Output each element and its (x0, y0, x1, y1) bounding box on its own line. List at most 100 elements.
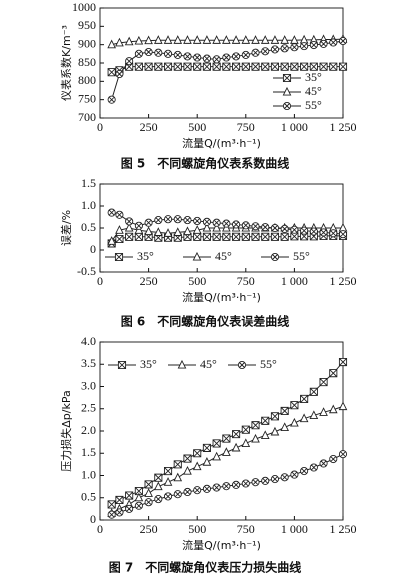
marker (280, 406, 289, 416)
marker (241, 438, 251, 448)
marker (222, 35, 231, 44)
legend-label: 45° (215, 249, 232, 263)
marker (270, 62, 280, 71)
marker (261, 223, 270, 232)
marker (144, 62, 153, 71)
legend-marker (237, 360, 247, 370)
marker (202, 217, 211, 226)
marker (290, 43, 299, 52)
marker (251, 433, 260, 443)
x-tick-label: 750 (237, 120, 255, 134)
series-line (111, 406, 344, 514)
chart-title: 图 5 不同螺旋角仪表系数曲线 (121, 156, 290, 171)
marker (338, 357, 348, 367)
marker (270, 45, 280, 54)
marker (338, 36, 348, 46)
marker (270, 412, 280, 421)
marker (154, 495, 163, 504)
x-axis-label: 流量Q/(m³·h⁻¹) (182, 538, 261, 552)
marker (280, 62, 289, 71)
x-axis-label: 流量Q/(m³·h⁻¹) (182, 290, 261, 304)
marker (202, 54, 211, 63)
x-tick-label: 1 250 (330, 274, 357, 288)
marker (134, 49, 143, 58)
marker (251, 35, 260, 44)
marker (115, 37, 124, 47)
marker (222, 53, 231, 62)
marker (231, 442, 241, 452)
y-tick-label: 3.5 (81, 356, 96, 370)
marker (134, 62, 143, 71)
marker (222, 219, 231, 228)
x-tick-label: 750 (237, 274, 255, 288)
marker (154, 473, 163, 482)
marker (202, 443, 211, 452)
marker (222, 482, 231, 491)
marker (300, 394, 309, 404)
marker (107, 208, 116, 217)
x-tick-label: 250 (140, 522, 158, 536)
marker (319, 228, 328, 237)
marker (222, 447, 231, 456)
x-tick-label: 1 000 (281, 274, 308, 288)
marker (134, 487, 143, 496)
marker (280, 44, 289, 53)
marker (202, 62, 211, 71)
marker (290, 470, 299, 479)
marker (212, 62, 221, 71)
marker (183, 35, 192, 44)
marker (183, 487, 192, 497)
marker (107, 236, 116, 245)
marker (280, 232, 289, 241)
chart-title: 图 7 不同螺旋角仪表压力损失曲线 (109, 560, 302, 575)
x-tick-label: 1 250 (330, 522, 357, 536)
marker (193, 62, 202, 71)
marker (290, 232, 299, 241)
marker (202, 484, 211, 493)
marker (309, 463, 318, 472)
marker (290, 401, 299, 410)
marker (193, 232, 202, 241)
x-axis-label: 流量Q/(m³·h⁻¹) (182, 136, 261, 150)
marker (241, 35, 251, 44)
marker (328, 404, 338, 414)
marker (134, 492, 144, 502)
marker (338, 450, 348, 459)
marker (280, 422, 290, 431)
marker (329, 454, 338, 464)
marker (107, 95, 116, 104)
marker (338, 230, 348, 239)
marker (212, 483, 221, 492)
legend-marker (117, 360, 127, 370)
marker (319, 62, 328, 71)
marker (193, 53, 202, 62)
y-tick-label: 900 (78, 36, 96, 50)
y-tick-label: -0.5 (77, 264, 96, 278)
y-tick-label: 800 (78, 73, 96, 87)
marker (115, 234, 124, 244)
marker (173, 227, 183, 236)
marker (309, 62, 318, 71)
marker (183, 465, 192, 475)
marker (202, 222, 212, 232)
marker (173, 215, 182, 224)
y-tick-label: 1.0 (81, 467, 96, 481)
marker (261, 232, 270, 241)
marker (241, 232, 250, 241)
y-tick-label: 700 (78, 110, 96, 124)
marker (241, 62, 250, 71)
marker (193, 486, 202, 495)
marker (309, 387, 318, 396)
y-tick-label: 2.5 (81, 401, 96, 415)
marker (270, 223, 280, 233)
y-tick-label: 1.5 (81, 445, 96, 459)
marker (107, 510, 116, 519)
marker (193, 216, 202, 226)
marker (270, 35, 280, 44)
marker (125, 232, 134, 241)
x-tick-label: 1 250 (330, 120, 357, 134)
marker (222, 434, 231, 443)
legend-label: 55° (293, 249, 310, 263)
legend-marker (270, 252, 280, 262)
marker (212, 439, 221, 448)
